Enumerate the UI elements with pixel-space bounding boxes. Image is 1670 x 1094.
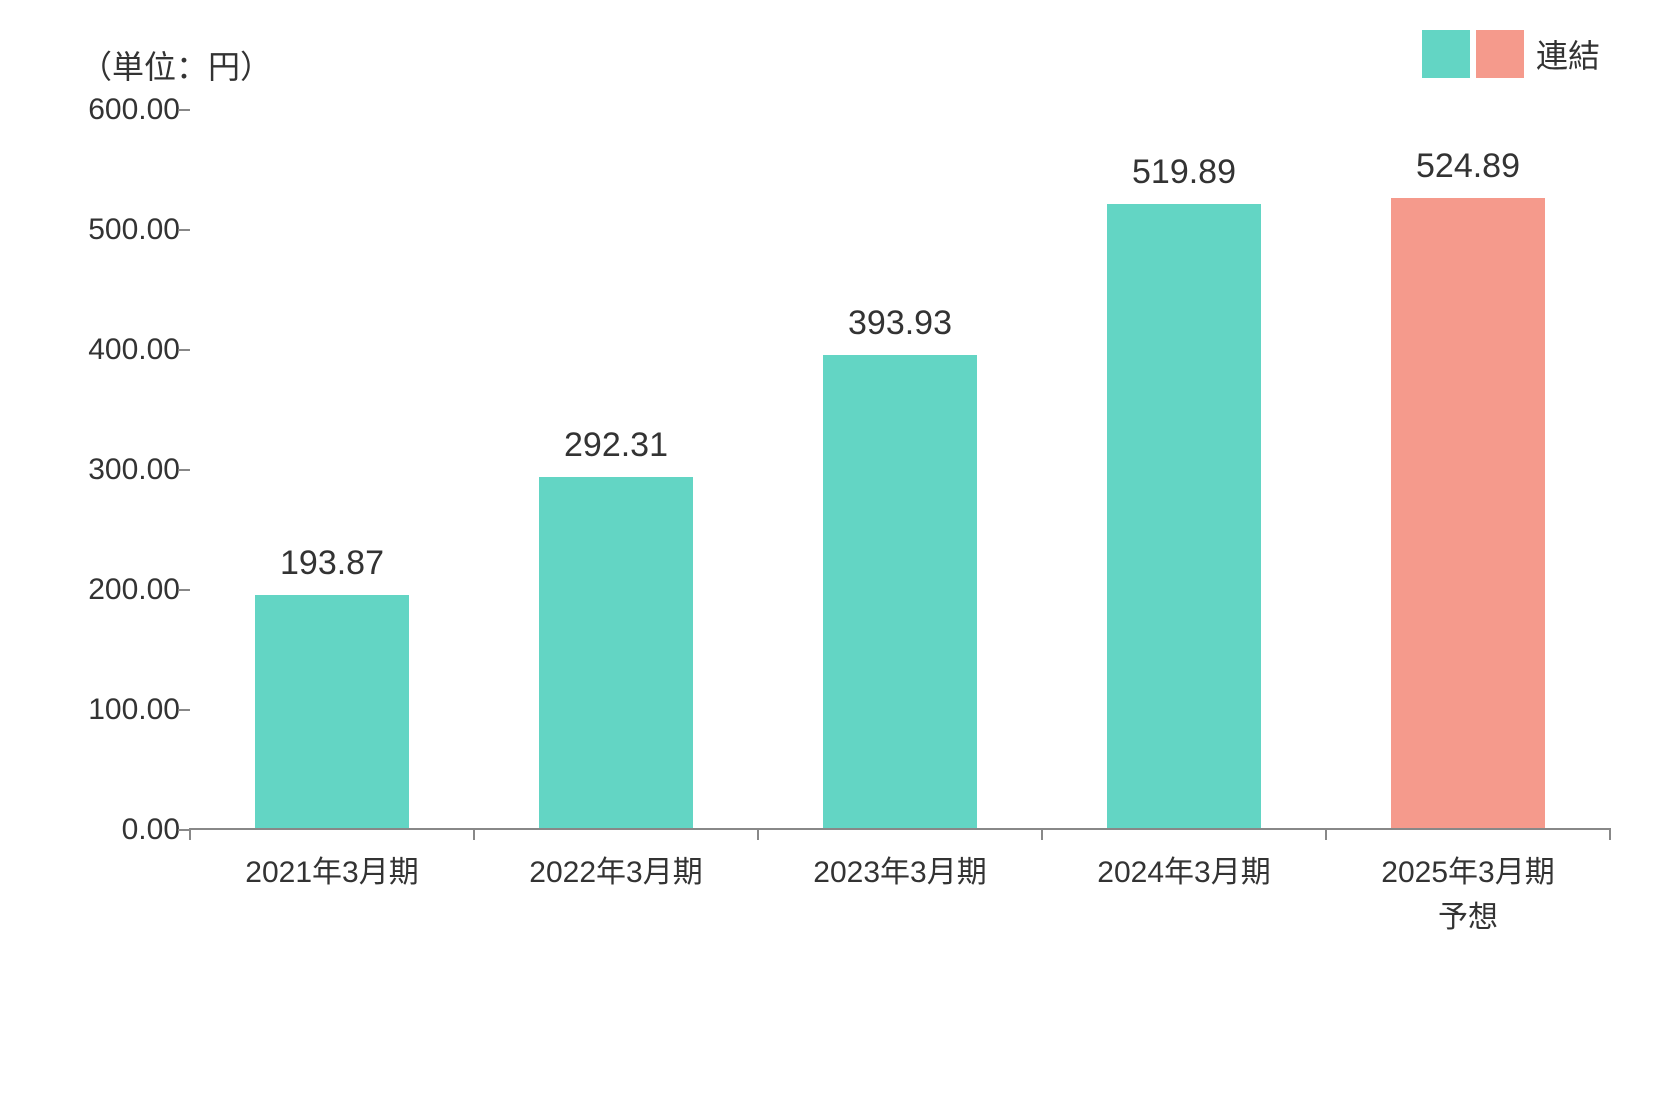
legend-swatch-2 (1476, 30, 1524, 78)
x-tick-mark (189, 828, 191, 840)
x-tick-mark (757, 828, 759, 840)
bar-slot: 519.89 (1042, 110, 1326, 828)
bar-slot: 193.87 (190, 110, 474, 828)
bar-chart: （単位：円） 連結 193.87 292.31 393.93 519.89 524.89… (80, 30, 1630, 1060)
unit-label: （単位：円） (80, 42, 272, 88)
y-tick-mark (178, 469, 190, 471)
y-tick-mark (178, 229, 190, 231)
y-tick-label: 400.00 (60, 333, 180, 367)
y-tick-label: 0.00 (60, 813, 180, 847)
x-tick-mark (1609, 828, 1611, 840)
bars-container: 193.87 292.31 393.93 519.89 524.89 (190, 110, 1610, 828)
bar-slot: 524.89 (1326, 110, 1610, 828)
bar-slot: 393.93 (758, 110, 1042, 828)
x-axis-label: 2025年3月期 予想 (1326, 840, 1610, 940)
legend-swatch-1 (1422, 30, 1470, 78)
x-tick-mark (473, 828, 475, 840)
bar-value-label: 519.89 (1132, 153, 1236, 192)
y-tick-label: 600.00 (60, 93, 180, 127)
x-axis-label: 2021年3月期 (190, 840, 474, 940)
plot-area: 193.87292.31393.93519.89524.89 0.00100.0… (190, 110, 1610, 830)
x-tick-mark (1325, 828, 1327, 840)
bar-slot: 292.31 (474, 110, 758, 828)
y-tick-mark (178, 589, 190, 591)
x-axis-label: 2022年3月期 (474, 840, 758, 940)
x-axis-label: 2023年3月期 (758, 840, 1042, 940)
y-tick-label: 500.00 (60, 213, 180, 247)
y-tick-mark (178, 709, 190, 711)
bar-rect (1391, 198, 1544, 828)
bar-value-label: 393.93 (848, 304, 952, 343)
y-tick-mark (178, 109, 190, 111)
bar-rect (1107, 204, 1260, 828)
bar-rect (255, 595, 408, 828)
bar-rect (823, 355, 976, 828)
bar-value-label: 524.89 (1416, 147, 1520, 186)
y-tick-label: 300.00 (60, 453, 180, 487)
y-tick-mark (178, 349, 190, 351)
bar-value-label: 193.87 (280, 544, 384, 583)
legend: 連結 (1422, 30, 1600, 78)
bar-value-label: 292.31 (564, 426, 668, 465)
y-tick-label: 200.00 (60, 573, 180, 607)
x-tick-mark (1041, 828, 1043, 840)
bar-rect (539, 477, 692, 828)
x-axis-labels: 2021年3月期2022年3月期2023年3月期2024年3月期2025年3月期… (190, 840, 1610, 940)
y-tick-label: 100.00 (60, 693, 180, 727)
legend-label: 連結 (1536, 31, 1600, 77)
x-axis-label: 2024年3月期 (1042, 840, 1326, 940)
